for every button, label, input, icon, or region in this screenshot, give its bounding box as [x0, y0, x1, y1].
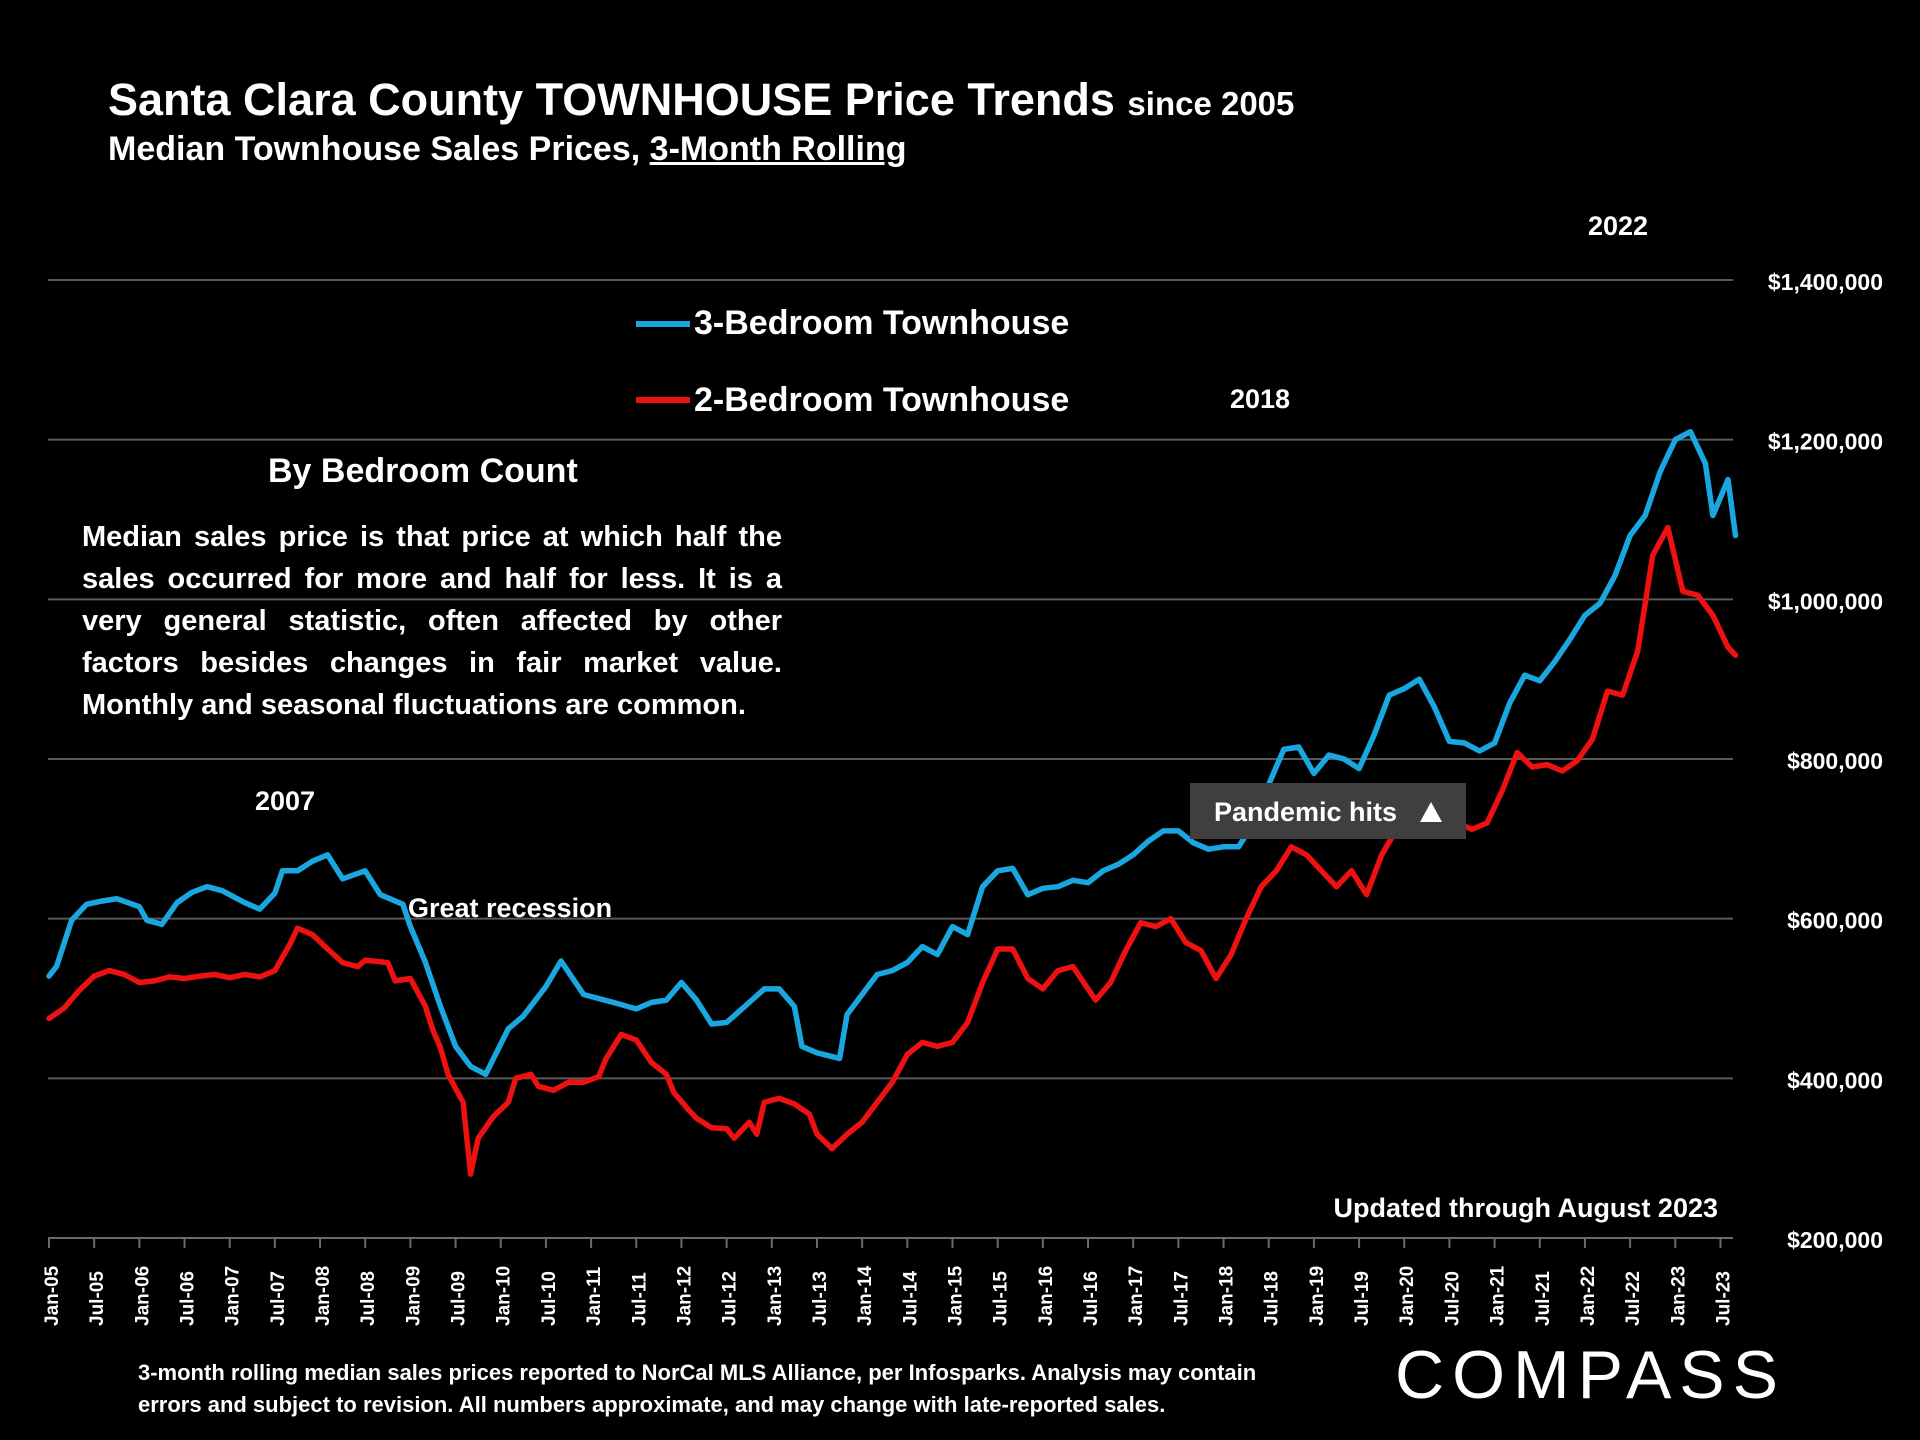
- annotation-updated-through: Updated through August 2023: [1333, 1193, 1718, 1223]
- x-tick-label: Jan-12: [674, 1266, 695, 1326]
- x-tick-label: Jan-11: [584, 1266, 605, 1326]
- footnote-line-1: 3-month rolling median sales prices repo…: [138, 1360, 1257, 1385]
- x-tick-label: Jan-10: [494, 1266, 515, 1326]
- x-tick-label: Jul-22: [1623, 1271, 1644, 1326]
- x-tick-label: Jan-07: [223, 1266, 244, 1326]
- x-tick-label: Jan-14: [855, 1265, 876, 1326]
- x-axis-labels: Jan-05 Jul-05 Jan-06 Jul-06 Jan-07 Jul-07 Jan-…: [42, 1265, 1734, 1326]
- x-tick-label: Jul-21: [1533, 1271, 1554, 1326]
- x-tick-label: Jan-05: [42, 1265, 63, 1326]
- x-tick-label: Jan-20: [1397, 1266, 1418, 1326]
- x-tick-label: Jul-06: [178, 1271, 199, 1326]
- x-tick-label: Jan-08: [313, 1266, 334, 1326]
- x-tick-label: Jul-18: [1262, 1271, 1283, 1326]
- x-tick-label: Jan-22: [1578, 1266, 1599, 1326]
- x-tick-label: Jan-23: [1668, 1266, 1689, 1326]
- x-tick-label: Jul-14: [900, 1271, 921, 1326]
- x-tick-label: Jul-07: [268, 1271, 289, 1326]
- y-tick-label: $200,000: [1787, 1227, 1883, 1253]
- annotation-2007: 2007: [255, 786, 315, 816]
- series-line-3br: [46, 428, 1739, 1078]
- x-tick-label: Jul-05: [87, 1271, 108, 1326]
- y-tick-label: $400,000: [1787, 1067, 1883, 1093]
- x-tick-label: Jan-09: [403, 1266, 424, 1326]
- annotation-2018: 2018: [1230, 384, 1290, 414]
- y-tick-label: $800,000: [1787, 748, 1883, 774]
- x-tick-label: Jul-19: [1352, 1271, 1373, 1326]
- subtitle-underlined: 3-Month Rolling: [649, 130, 907, 168]
- x-tick-label: Jul-08: [358, 1271, 379, 1326]
- chart-subtitle: Median Townhouse Sales Prices, 3-Month R…: [108, 130, 906, 169]
- footnote-line-2: errors and subject to revision. All numb…: [138, 1392, 1166, 1417]
- x-tick-label: Jul-13: [810, 1271, 831, 1326]
- y-tick-label: $1,400,000: [1768, 269, 1883, 295]
- subtitle-prefix: Median Townhouse Sales Prices,: [108, 130, 650, 168]
- y-tick-label: $1,000,000: [1768, 588, 1883, 614]
- x-tick-label: Jul-23: [1713, 1271, 1734, 1326]
- legend: 3-Bedroom Townhouse 2-Bedroom Townhouse: [636, 304, 1069, 419]
- triangle-up-icon: [1420, 802, 1442, 822]
- legend-3br-label: 3-Bedroom Townhouse: [694, 304, 1069, 342]
- x-tick-label: Jul-09: [449, 1271, 470, 1326]
- pandemic-annotation-box: [1190, 783, 1466, 839]
- chart-title: Santa Clara County TOWNHOUSE Price Trend…: [108, 74, 1294, 126]
- annotation-pandemic-hits: Pandemic hits: [1214, 797, 1397, 827]
- x-tick-label: Jul-16: [1081, 1271, 1102, 1326]
- y-axis-labels: $200,000 $400,000 $600,000 $800,000 $1,000,0…: [1768, 269, 1883, 1253]
- compass-logo: COMPASS: [1395, 1337, 1787, 1413]
- x-tick-label: Jan-15: [945, 1265, 966, 1326]
- x-tick-label: Jan-18: [1217, 1266, 1238, 1326]
- x-tick-label: Jan-19: [1307, 1266, 1328, 1326]
- x-tick-label: Jan-17: [1126, 1266, 1147, 1326]
- description-body: Median sales price is that price at whic…: [82, 521, 782, 721]
- x-tick-label: Jul-10: [539, 1271, 560, 1326]
- x-tick-label: Jul-17: [1171, 1271, 1192, 1326]
- x-axis-ticks: [48, 1238, 1722, 1248]
- x-tick-label: Jul-20: [1442, 1271, 1463, 1326]
- footnote: 3-month rolling median sales prices repo…: [138, 1357, 1368, 1421]
- y-tick-label: $1,200,000: [1768, 429, 1883, 455]
- x-tick-label: Jul-11: [629, 1272, 650, 1326]
- annotations: 2007 Great recession 2018 2022 Pandemic …: [255, 211, 1718, 1223]
- x-tick-label: Jul-15: [991, 1271, 1012, 1326]
- gridlines: [48, 279, 1733, 1080]
- annotation-great-recession: Great recession: [408, 893, 612, 923]
- x-tick-label: Jan-06: [132, 1266, 153, 1326]
- x-tick-label: Jan-16: [1036, 1266, 1057, 1326]
- description-heading: By Bedroom Count: [268, 452, 578, 490]
- annotation-2022: 2022: [1588, 211, 1648, 241]
- x-tick-label: Jul-12: [720, 1271, 741, 1326]
- title-main: Santa Clara County TOWNHOUSE Price Trend…: [108, 74, 1115, 125]
- x-tick-label: Jan-13: [765, 1266, 786, 1326]
- title-suffix: since 2005: [1127, 85, 1295, 122]
- legend-2br-label: 2-Bedroom Townhouse: [694, 381, 1069, 419]
- x-tick-label: Jan-21: [1488, 1265, 1509, 1326]
- y-tick-label: $600,000: [1787, 908, 1883, 934]
